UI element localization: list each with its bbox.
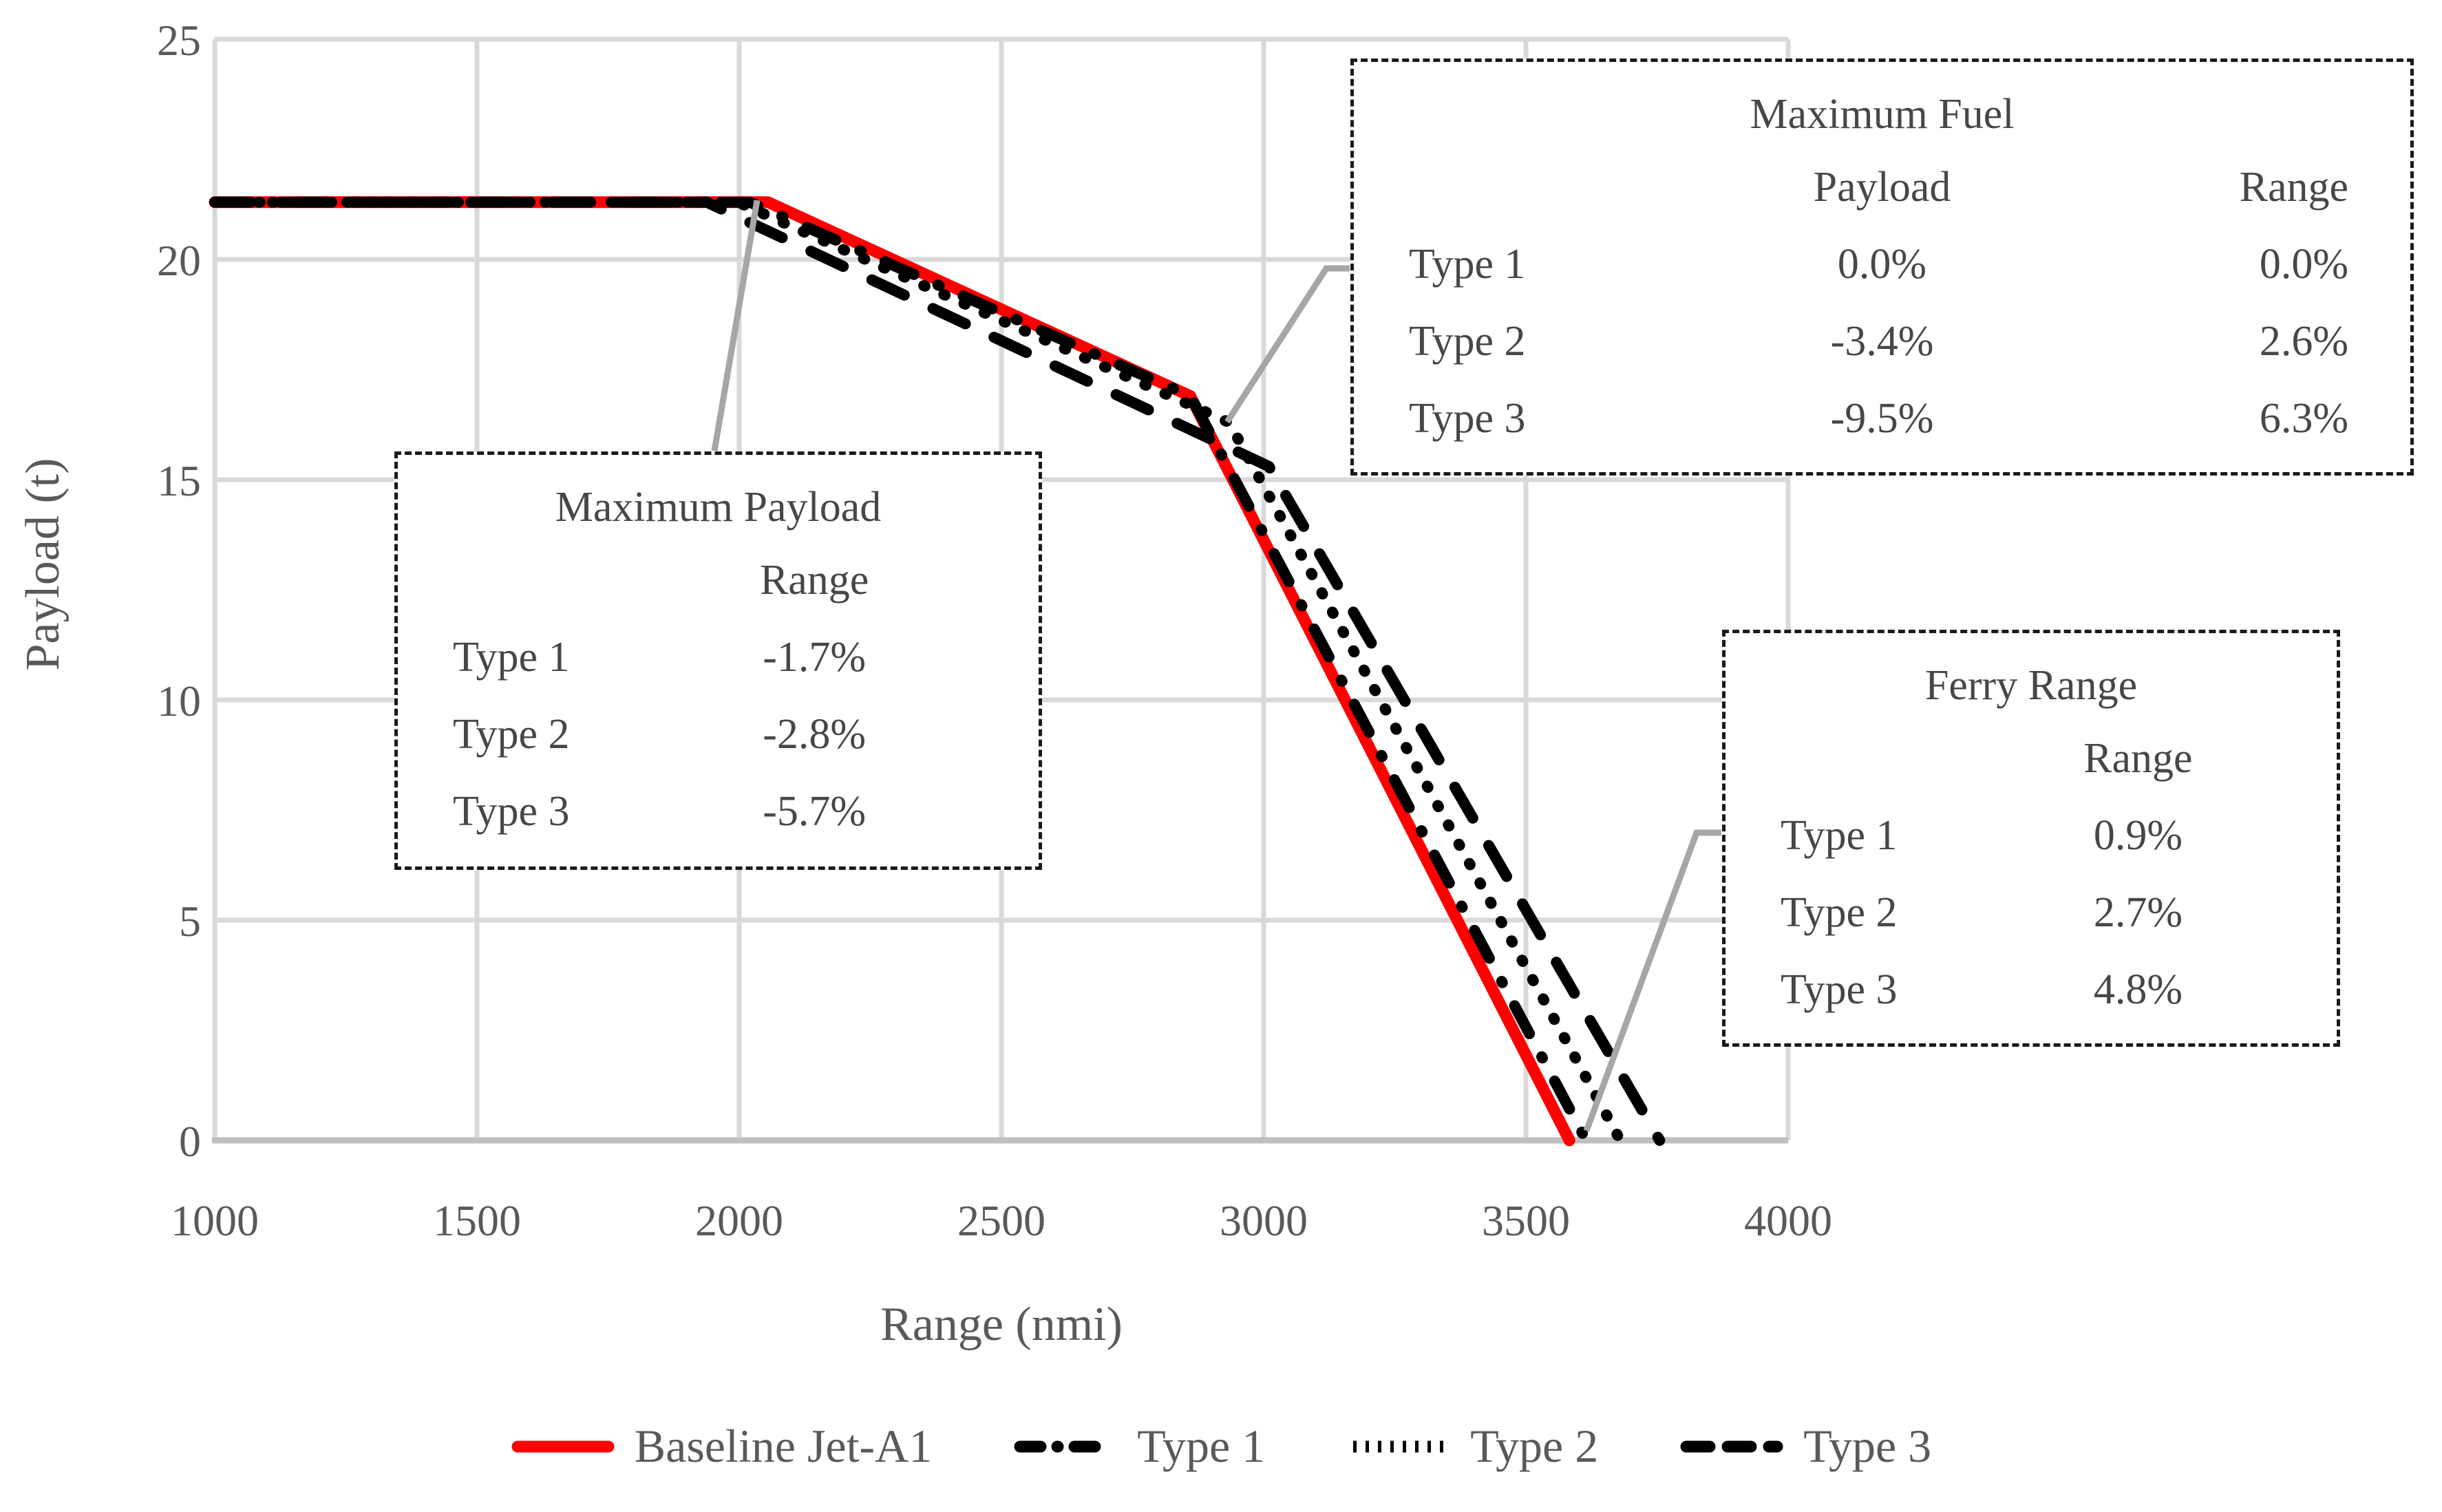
- column-header-range: Range: [2083, 735, 2193, 782]
- range-value: -2.8%: [763, 711, 867, 758]
- y-tick-label: 15: [157, 456, 201, 505]
- column-header-range: Range: [759, 557, 869, 604]
- range-value: -5.7%: [763, 788, 867, 835]
- legend-item-type1: Type 1: [1013, 1419, 1265, 1473]
- legend-item-baseline: Baseline Jet-A1: [511, 1419, 932, 1473]
- legend-label: Type 1: [1137, 1420, 1266, 1472]
- payload-value: -9.5%: [1830, 395, 1934, 442]
- legend-label: Baseline Jet-A1: [634, 1420, 933, 1472]
- legend-label: Type 2: [1470, 1420, 1599, 1472]
- legend-item-type3: Type 3: [1679, 1419, 1931, 1473]
- annotation-title: Maximum Fuel: [1750, 91, 2015, 138]
- x-tick-label: 3000: [1220, 1196, 1308, 1245]
- row-label: Type 1: [1781, 812, 1898, 859]
- x-tick-label: 3500: [1482, 1196, 1570, 1245]
- x-axis-title: Range (nmi): [880, 1298, 1123, 1351]
- y-tick-label: 25: [157, 16, 201, 65]
- series-line-type-3: [209, 196, 1666, 1146]
- range-value: 4.8%: [2093, 966, 2183, 1013]
- legend-line-sample-dashdot: [1014, 1440, 1117, 1452]
- row-label: Type 1: [1409, 241, 1526, 288]
- row-label: Type 2: [1409, 318, 1526, 365]
- range-value: 6.3%: [2259, 395, 2348, 442]
- y-tick-label: 10: [157, 677, 201, 725]
- annotation-box-ferry-range: Ferry Range Range Type 1 0.9% Type 2 2.7…: [1722, 630, 2340, 1047]
- annotation-box-maximum-fuel: Maximum Fuel Payload Range Type 1 0.0% 0…: [1350, 58, 2414, 476]
- legend-line-sample-dotted: [1353, 1440, 1445, 1452]
- annotation-box-maximum-payload: Maximum Payload Range Type 1 -1.7% Type …: [394, 451, 1042, 870]
- x-tick-label: 2500: [957, 1196, 1045, 1245]
- y-tick-label: 20: [157, 236, 201, 285]
- x-tick-label: 1500: [433, 1196, 521, 1245]
- legend-item-type2: Type 2: [1346, 1419, 1598, 1473]
- annotation-leader-lines: [711, 200, 1721, 1132]
- series-line-type-2: [209, 196, 1626, 1146]
- legend-label: Type 3: [1803, 1420, 1932, 1472]
- row-label: Type 2: [453, 711, 570, 758]
- legend: Baseline Jet-A1 Type 1 Type 2 Type 3: [0, 1419, 2442, 1473]
- row-label: Type 3: [1409, 395, 1526, 442]
- range-value: 2.7%: [2093, 889, 2183, 936]
- y-tick-label: 5: [179, 897, 201, 946]
- tick-labels: 1000 1500 2000 2500 3000 3500 4000 0 5 10 15 20 25: [157, 16, 1832, 1245]
- row-label: Type 2: [1781, 889, 1898, 936]
- y-tick-label: 0: [179, 1117, 201, 1166]
- range-value: 0.0%: [2259, 241, 2348, 288]
- payload-value: 0.0%: [1837, 241, 1927, 288]
- legend-line-sample-dashed: [1680, 1440, 1783, 1452]
- leader-line: [1224, 265, 1350, 424]
- row-label: Type 3: [1781, 966, 1898, 1013]
- range-value: 0.9%: [2093, 812, 2183, 859]
- annotation-title: Ferry Range: [1924, 662, 2138, 709]
- data-series-lines: [209, 196, 1666, 1147]
- range-value: 2.6%: [2259, 318, 2348, 365]
- leader-line: [1583, 829, 1721, 1132]
- annotation-title: Maximum Payload: [555, 484, 882, 531]
- row-label: Type 1: [453, 634, 570, 681]
- x-tick-label: 2000: [695, 1196, 783, 1245]
- column-header-range: Range: [2239, 164, 2348, 211]
- legend-line-sample-solid: [511, 1440, 615, 1452]
- y-axis-title: Payload (t): [17, 458, 70, 671]
- column-header-payload: Payload: [1813, 164, 1951, 211]
- x-tick-label: 4000: [1744, 1196, 1832, 1245]
- range-value: -1.7%: [763, 634, 867, 681]
- payload-value: -3.4%: [1830, 318, 1934, 365]
- leader-line: [711, 200, 761, 451]
- row-label: Type 3: [453, 788, 570, 835]
- x-tick-label: 1000: [171, 1196, 259, 1245]
